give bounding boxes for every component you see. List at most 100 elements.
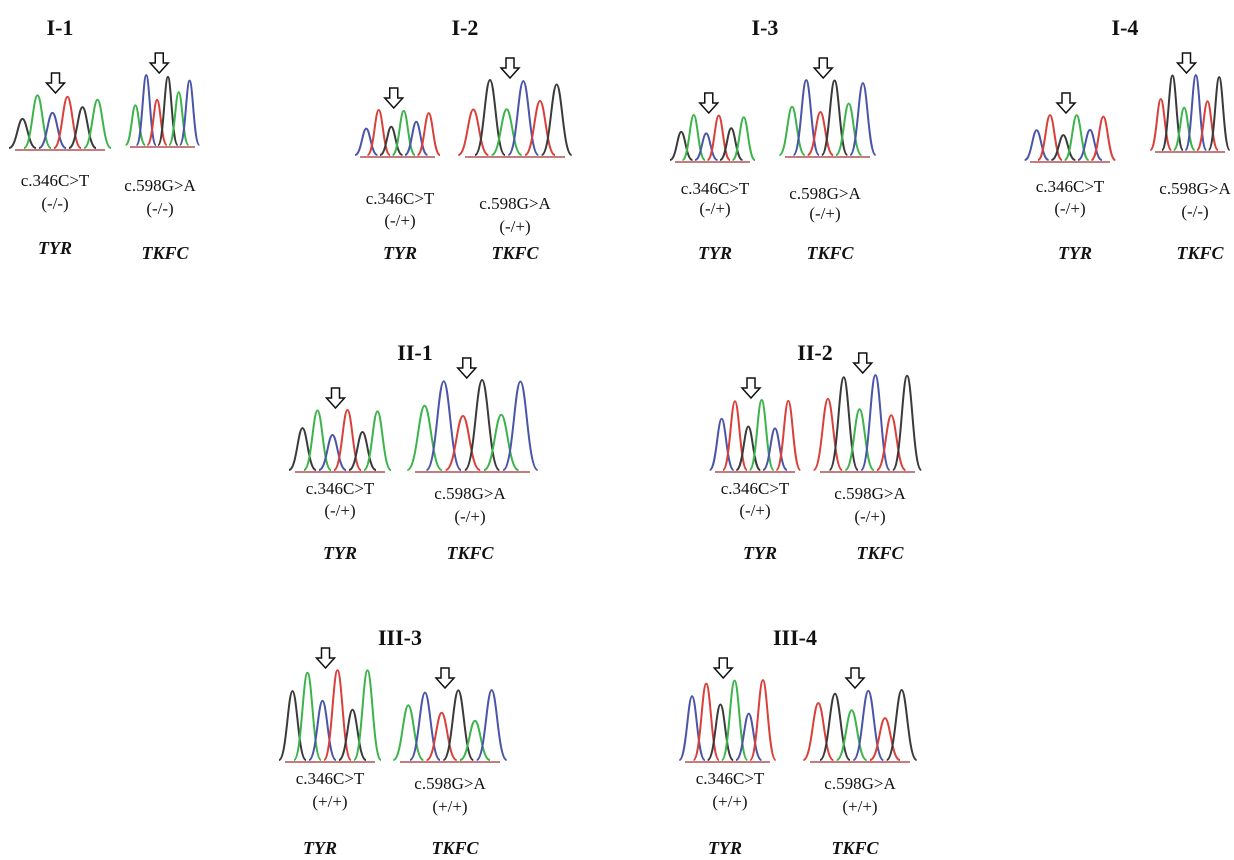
chromatogram-peak xyxy=(830,377,859,470)
chromatogram-peak xyxy=(822,81,848,155)
chromatogram-peak xyxy=(1091,117,1115,160)
mutation: c.346C>T xyxy=(366,189,435,208)
gene: TKFC xyxy=(831,838,879,858)
gene: TYR xyxy=(698,243,732,263)
gene: TKFC xyxy=(856,543,904,563)
chromatogram-peak xyxy=(750,680,776,760)
mutation: c.598G>A xyxy=(824,774,896,793)
chromatogram-peak xyxy=(850,83,876,155)
chromatogram-peak xyxy=(443,690,473,760)
chromatogram-peak xyxy=(1065,115,1089,160)
arrow xyxy=(458,358,476,378)
chromatogram-peak xyxy=(1038,115,1062,160)
chromatogram-peak xyxy=(475,80,505,155)
chromatogram-peak xyxy=(477,690,507,760)
chromatogram-peak xyxy=(794,80,820,155)
figure: I-1c.346C>T(-/-)TYRc.598G>A(-/-)TKFCI-2c… xyxy=(0,0,1234,860)
arrow xyxy=(742,378,760,398)
mutation: c.346C>T xyxy=(681,179,750,198)
arrow xyxy=(846,668,864,688)
chromatogram-peak xyxy=(1162,75,1183,150)
chromatogram-peak xyxy=(893,376,922,470)
arrow xyxy=(854,353,872,373)
chromatogram-peak xyxy=(354,670,381,760)
chromatogram-peak xyxy=(368,110,391,155)
chromatogram-peak xyxy=(324,670,351,760)
panel-label: I-3 xyxy=(752,15,779,40)
genotype: (-/+) xyxy=(809,204,840,223)
mutation: c.346C>T xyxy=(696,769,765,788)
genotype: (-/-) xyxy=(146,199,173,218)
mutation: c.598G>A xyxy=(434,484,506,503)
gene: TYR xyxy=(708,838,742,858)
chromatogram-peak xyxy=(861,375,890,470)
chromatogram-peak xyxy=(304,411,331,470)
mutation: c.598G>A xyxy=(124,176,196,195)
gene: TYR xyxy=(1058,243,1092,263)
mutation: c.598G>A xyxy=(1159,179,1231,198)
mutation: c.598G>A xyxy=(834,484,906,503)
genotype: (-/+) xyxy=(739,501,770,520)
panel-label: I-1 xyxy=(47,15,74,40)
genotype: (-/+) xyxy=(499,217,530,236)
gene: TKFC xyxy=(431,838,479,858)
mutation: c.598G>A xyxy=(414,774,486,793)
chromatogram-peak xyxy=(503,381,538,470)
genotype: (-/-) xyxy=(1181,202,1208,221)
genotype: (+/+) xyxy=(312,792,347,811)
chromatogram-peak xyxy=(364,411,391,470)
chromatogram-peak xyxy=(723,401,747,470)
gene: TKFC xyxy=(1176,243,1224,263)
chromatogram-peak xyxy=(1209,77,1230,150)
arrow xyxy=(714,658,732,678)
gene: TKFC xyxy=(491,243,539,263)
panel-label: III-4 xyxy=(773,625,817,650)
genotype: (+/+) xyxy=(842,797,877,816)
arrow xyxy=(317,648,335,668)
chromatogram-peak xyxy=(814,399,843,470)
gene: TYR xyxy=(323,543,357,563)
chromatogram-peak xyxy=(137,75,157,145)
genotype: (-/+) xyxy=(384,211,415,230)
chromatogram-peak xyxy=(853,691,883,760)
gene: TKFC xyxy=(141,243,189,263)
arrow xyxy=(1178,53,1196,73)
genotype: (+/+) xyxy=(432,797,467,816)
chromatogram-peak xyxy=(427,381,462,470)
mutation: c.346C>T xyxy=(306,479,375,498)
panel-label: II-1 xyxy=(397,340,432,365)
mutation: c.346C>T xyxy=(721,479,790,498)
mutation: c.598G>A xyxy=(479,194,551,213)
chromatogram-peak xyxy=(508,81,538,155)
chromatogram-peak xyxy=(750,400,774,470)
chromatogram-peak xyxy=(887,690,917,760)
genotype: (-/+) xyxy=(699,199,730,218)
genotype: (+/+) xyxy=(712,792,747,811)
genotype: (-/+) xyxy=(454,507,485,526)
mutation: c.598G>A xyxy=(789,184,861,203)
genotype: (-/+) xyxy=(854,507,885,526)
arrow xyxy=(501,58,519,78)
arrow xyxy=(150,53,168,73)
chromatogram-peak xyxy=(24,95,51,148)
panel-label: III-3 xyxy=(378,625,422,650)
chromatogram-peak xyxy=(722,681,748,760)
arrow xyxy=(700,93,718,113)
chromatogram-peak xyxy=(542,84,572,155)
gene: TYR xyxy=(38,238,72,258)
chromatogram-peak xyxy=(1185,75,1206,150)
chromatogram-peak xyxy=(334,410,361,470)
gene: TYR xyxy=(383,243,417,263)
arrow xyxy=(436,668,454,688)
gene: TKFC xyxy=(806,243,854,263)
arrow xyxy=(47,73,65,93)
arrow xyxy=(1057,93,1075,113)
gene: TYR xyxy=(303,838,337,858)
panel-label: II-2 xyxy=(797,340,832,365)
chromatogram-peak xyxy=(465,380,500,470)
arrow xyxy=(327,388,345,408)
mutation: c.346C>T xyxy=(296,769,365,788)
chromatogram-peak xyxy=(776,401,800,470)
genotype: (-/+) xyxy=(1054,199,1085,218)
gene: TYR xyxy=(743,543,777,563)
